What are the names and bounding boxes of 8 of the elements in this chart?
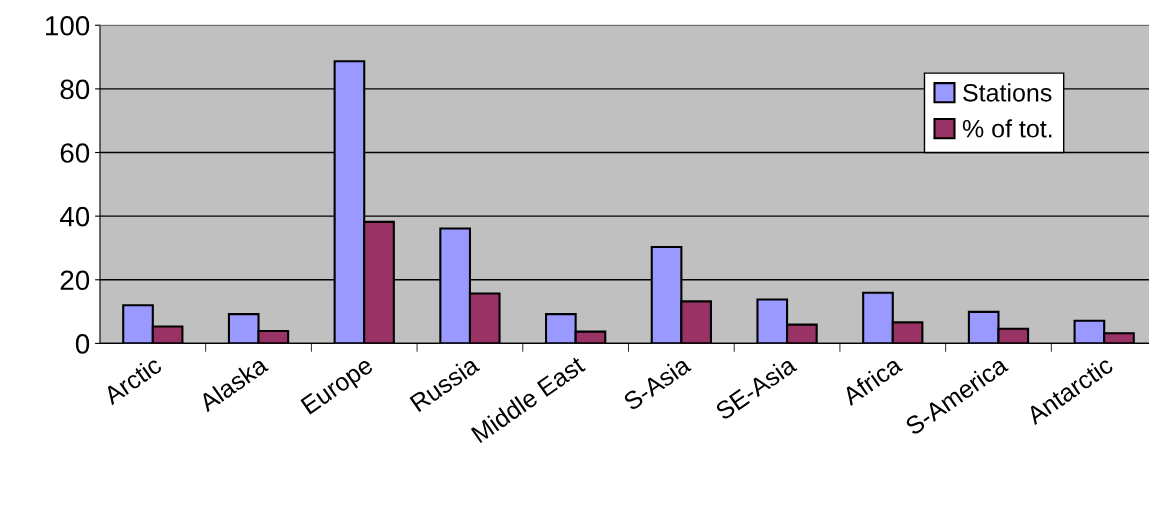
y-tick-label: 60: [60, 143, 90, 163]
legend-label: Stations: [963, 83, 1052, 102]
legend-label: % of tot.: [962, 119, 1052, 138]
y-tick-label: 0: [75, 334, 90, 354]
y-tick-label: 40: [59, 206, 90, 227]
y-tick-label: 100: [46, 15, 90, 36]
y-tick-label: 80: [60, 79, 90, 100]
y-tick-label: 20: [60, 270, 90, 291]
